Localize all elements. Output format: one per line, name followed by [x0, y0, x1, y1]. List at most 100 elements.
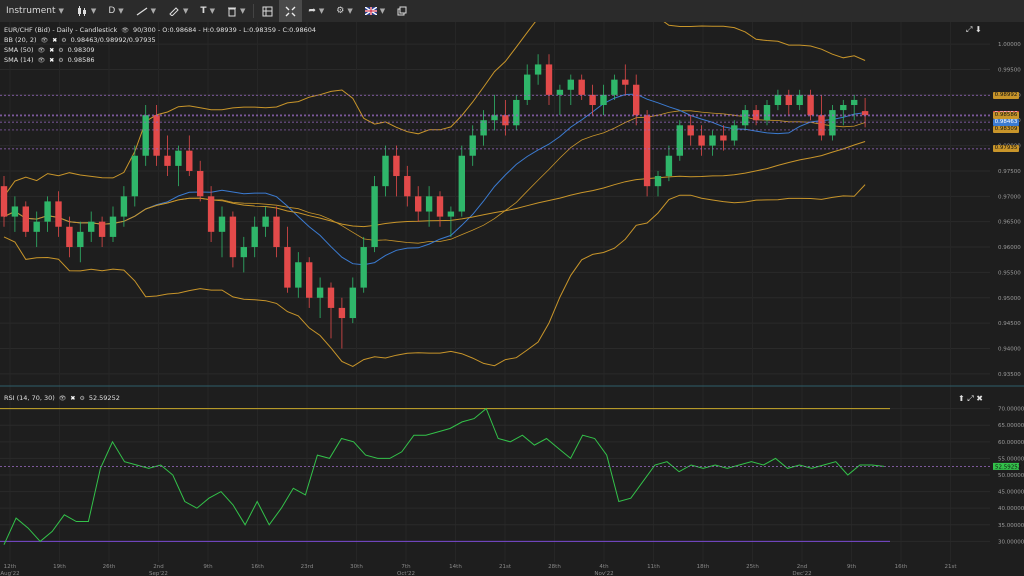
- legend-sma14: SMA (14) 👁 ✖ ⚙ 0.98586: [4, 56, 95, 64]
- candle-body: [327, 287, 335, 308]
- candle-body: [796, 94, 803, 106]
- maximize-icon[interactable]: ⤢: [967, 394, 974, 403]
- month-label: Nov'22: [594, 571, 613, 576]
- brush-icon: [169, 7, 179, 16]
- chart-type-button[interactable]: ▼: [70, 0, 102, 22]
- candle-body: [338, 307, 346, 319]
- timeframe-menu[interactable]: D ▼: [102, 0, 129, 22]
- date-label: 12th: [4, 564, 17, 570]
- candle-body: [240, 247, 247, 258]
- candle-body: [142, 115, 149, 156]
- crosshair-icon: [285, 6, 296, 16]
- ohlc-values: 90/300 - O:0.98684 - H:0.98939 - L:0.983…: [132, 26, 317, 34]
- delete-button[interactable]: ▼: [221, 0, 251, 22]
- price-tick-label: 1.00000: [998, 42, 1021, 48]
- date-label: 19th: [53, 564, 66, 570]
- chart-canvas[interactable]: 70.00000 65.00000 60.00000 55.00000 50.00000…: [0, 22, 1024, 576]
- rsi-value-tag: [993, 462, 1019, 470]
- candle-body: [545, 64, 553, 95]
- gear-icon[interactable]: ⚙: [58, 46, 64, 54]
- gear-icon[interactable]: ⚙: [61, 36, 67, 44]
- instrument-menu[interactable]: Instrument ▼: [0, 0, 70, 22]
- rsi-tick-label: 65.00000: [998, 423, 1024, 429]
- close-icon[interactable]: ✖: [52, 36, 58, 44]
- line-tool-button[interactable]: ▼: [130, 0, 162, 22]
- candle-body: [840, 105, 847, 111]
- toolbar-divider: [253, 4, 255, 18]
- date-label: 21st: [944, 564, 957, 570]
- candle-body: [600, 94, 607, 106]
- price-tag: 0.98586: [993, 112, 1019, 120]
- candle-body: [491, 115, 498, 121]
- date-label: 11th: [647, 564, 660, 570]
- window-icon: [397, 6, 407, 16]
- chevron-down-icon: ▼: [239, 7, 246, 15]
- date-label: 18th: [697, 564, 710, 570]
- price-pane-controls: ⤢ ⬇: [966, 25, 982, 35]
- date-label: 2nd: [153, 564, 163, 570]
- candle-body: [175, 150, 182, 166]
- gear-icon[interactable]: ⚙: [58, 56, 64, 64]
- candle-body: [633, 84, 640, 116]
- candle-body: [851, 99, 858, 106]
- text-tool-button[interactable]: T ▼: [194, 0, 221, 22]
- candle-body: [425, 196, 433, 212]
- eye-icon[interactable]: 👁: [40, 36, 49, 44]
- language-button[interactable]: ▼: [359, 0, 391, 22]
- candle-body: [622, 79, 629, 85]
- chevron-down-icon: ▼: [318, 7, 325, 15]
- candle-body: [578, 79, 585, 95]
- candle-body: [360, 247, 367, 288]
- candle-body: [720, 135, 727, 141]
- candle-body: [153, 115, 160, 156]
- crosshair-button[interactable]: [279, 0, 303, 22]
- gear-icon[interactable]: ⚙: [79, 394, 85, 402]
- popout-button[interactable]: [391, 0, 413, 22]
- price-tick-label: 0.96000: [998, 245, 1021, 251]
- layout-button[interactable]: [256, 0, 279, 22]
- sma50-label: SMA (50): [4, 46, 34, 54]
- settings-button[interactable]: ⚙ ▼: [330, 0, 358, 22]
- close-icon[interactable]: ✖: [49, 46, 55, 54]
- rsi-tick-label: 45.00000: [998, 490, 1024, 496]
- price-tick-label: 0.95500: [998, 270, 1021, 276]
- close-icon[interactable]: ✖: [976, 394, 983, 403]
- candle-body: [251, 226, 258, 248]
- rsi-tick-label: 30.00000: [998, 539, 1024, 545]
- candle-body: [829, 110, 836, 136]
- arrow-down-icon[interactable]: ⬇: [974, 25, 982, 34]
- price-tick-label: 0.97500: [998, 169, 1021, 175]
- sma50-line: [3, 141, 866, 228]
- rsi-value: 52.59252: [88, 394, 120, 402]
- candle-body: [556, 89, 564, 95]
- arrow-up-icon[interactable]: ⬆: [958, 394, 965, 403]
- eye-icon[interactable]: 👁: [58, 394, 67, 402]
- candle-body: [109, 216, 117, 237]
- candle-body: [415, 196, 422, 212]
- candle-body: [687, 125, 694, 136]
- maximize-icon[interactable]: ⤢: [966, 25, 973, 34]
- close-icon[interactable]: ✖: [49, 56, 55, 64]
- candle-body: [197, 170, 204, 197]
- candle-body: [273, 216, 280, 248]
- price-tag: 0.98992: [993, 91, 1019, 99]
- price-tick-label: 0.93500: [998, 372, 1021, 378]
- eye-icon[interactable]: 👁: [37, 46, 46, 54]
- rsi-label: RSI (14, 70, 30): [4, 394, 55, 402]
- sma14-label: SMA (14): [4, 56, 34, 64]
- candle-body: [731, 125, 738, 141]
- date-label: 23rd: [301, 564, 314, 570]
- eye-icon[interactable]: 👁: [121, 26, 129, 34]
- eye-icon[interactable]: 👁: [37, 56, 46, 64]
- candle-body: [382, 155, 389, 187]
- close-icon[interactable]: ✖: [70, 394, 76, 402]
- price-tick-label: 0.96500: [998, 220, 1021, 226]
- date-label: 16th: [895, 564, 908, 570]
- share-button[interactable]: ➦ ▼: [302, 0, 330, 22]
- candle-body: [807, 94, 814, 116]
- brush-button[interactable]: ▼: [162, 0, 194, 22]
- month-label: Sep'22: [149, 571, 168, 576]
- price-tick-label: 0.94000: [998, 346, 1021, 352]
- date-label: 9th: [847, 564, 857, 570]
- sma50-value: 0.98309: [67, 46, 95, 54]
